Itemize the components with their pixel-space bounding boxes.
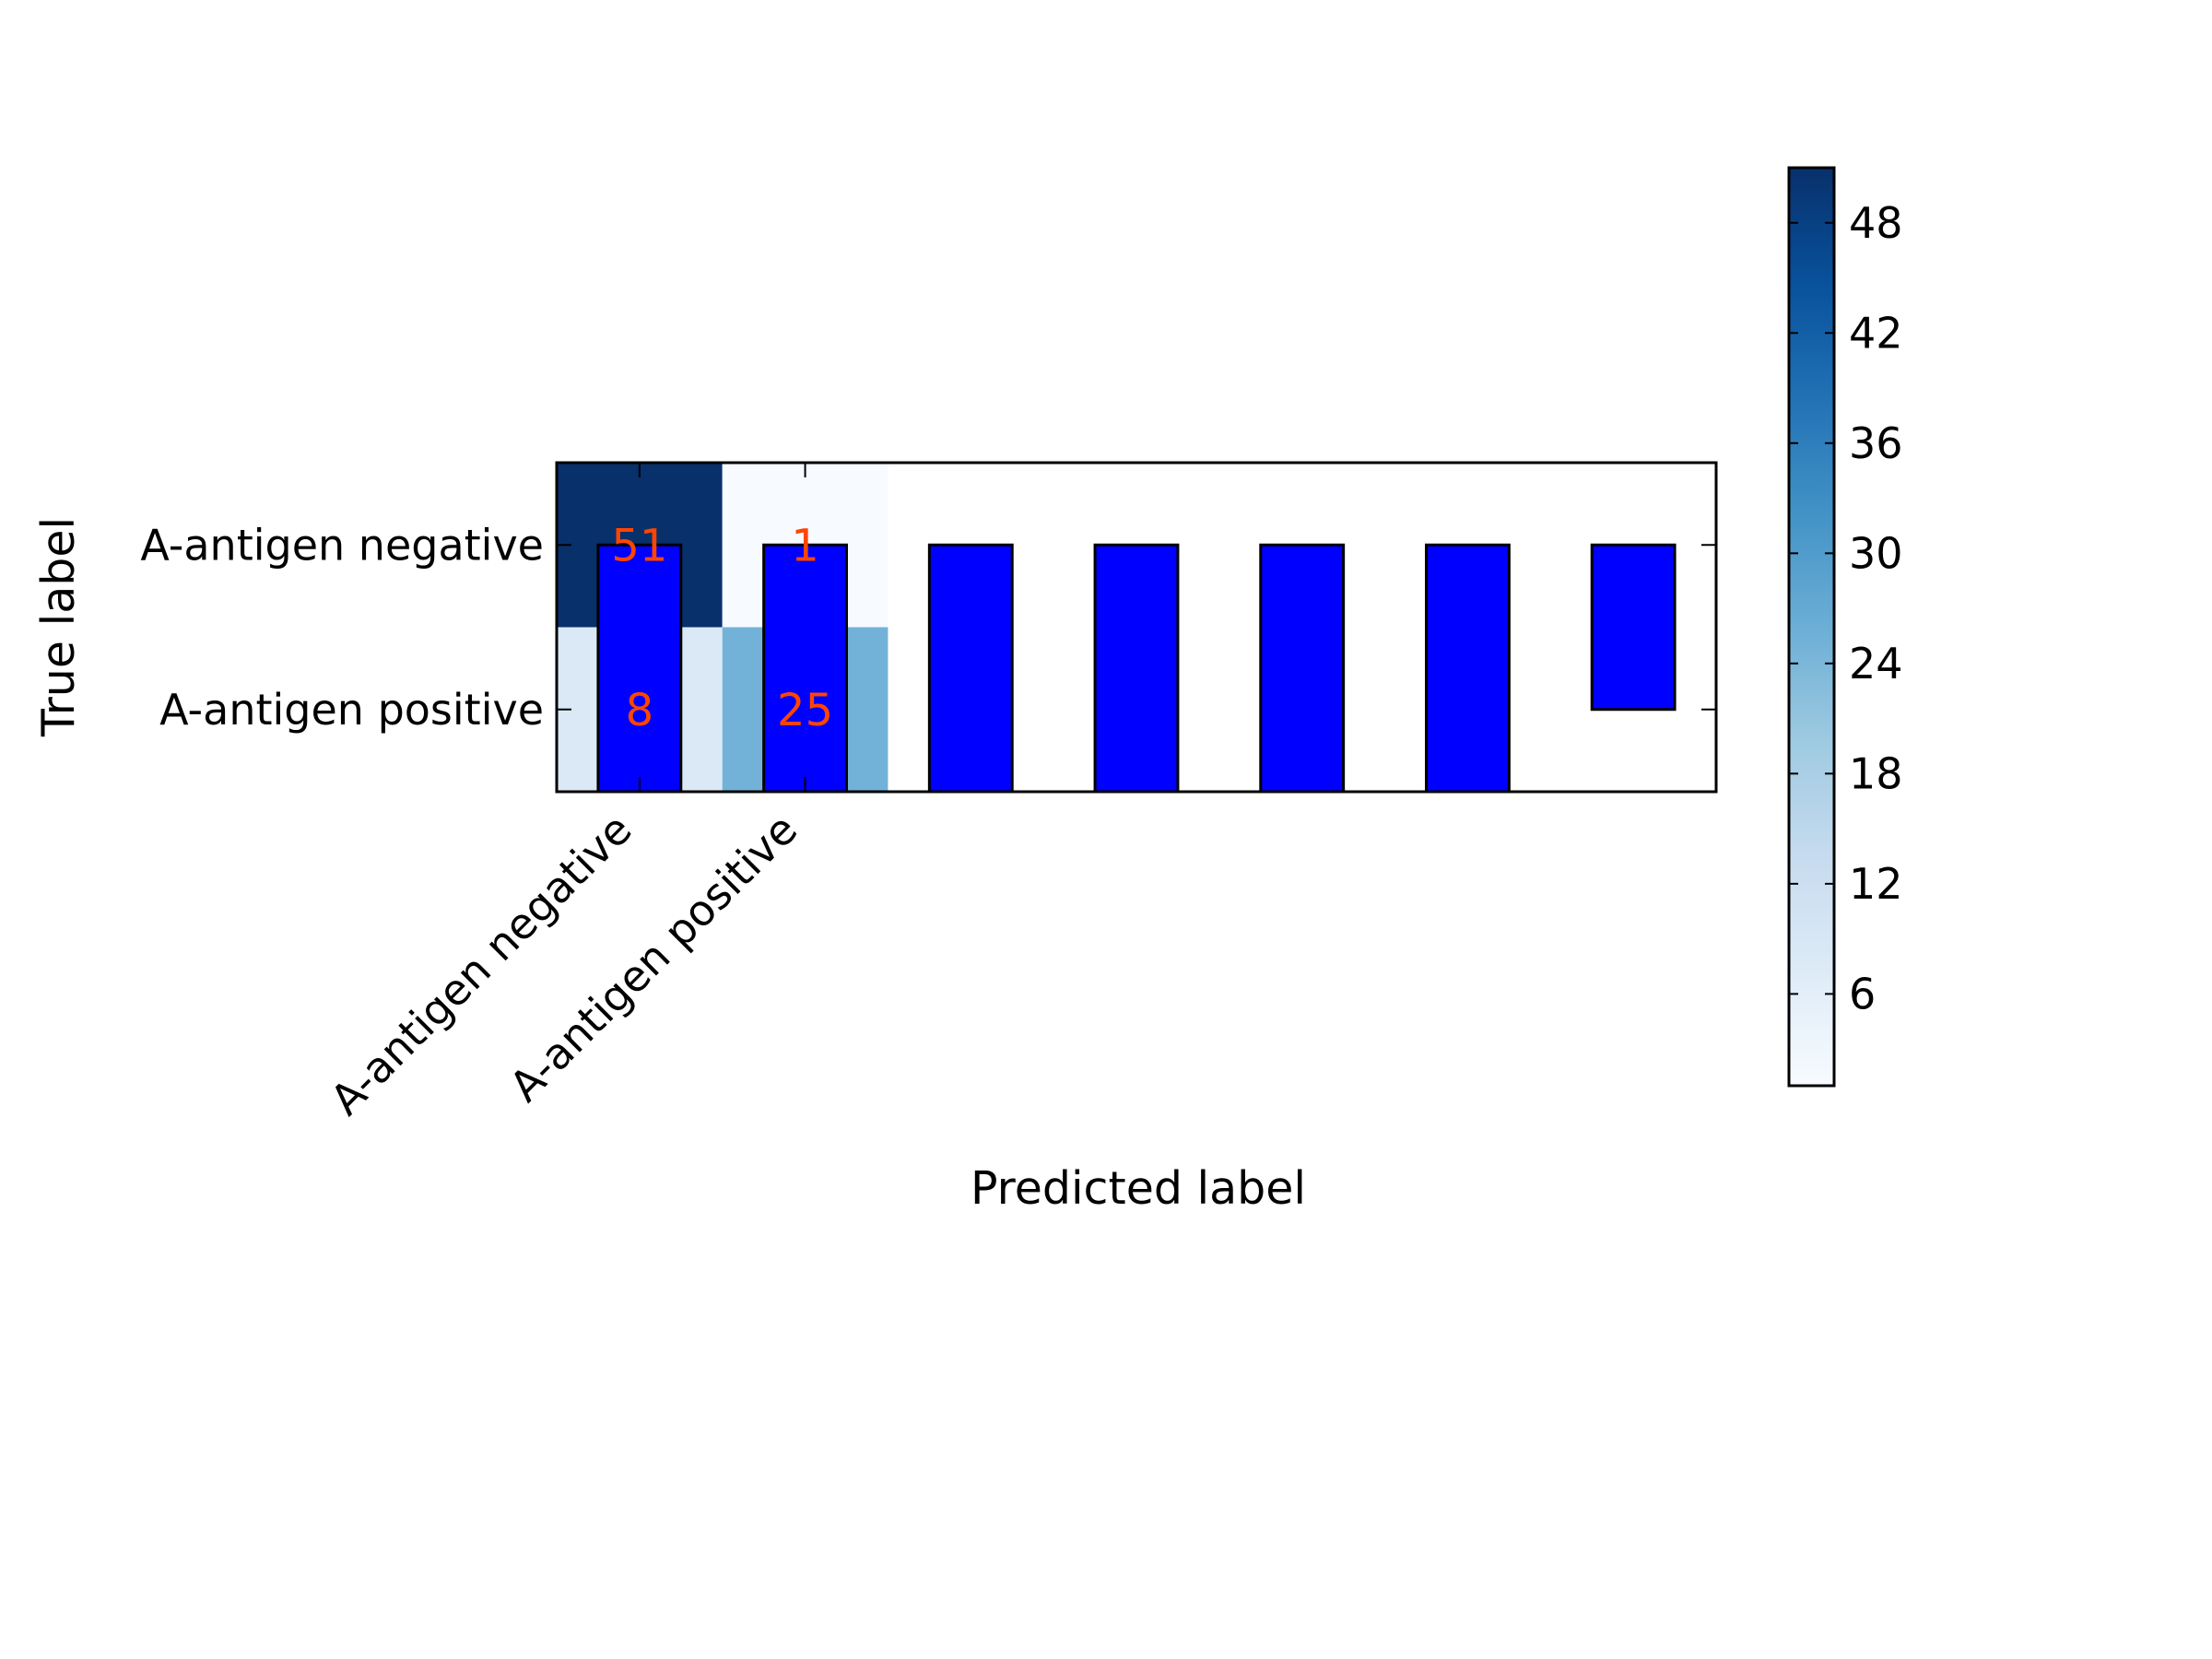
y-tick-label: A-antigen positive	[159, 685, 544, 735]
colorbar-ticks: 6 12 18 24 30 36 42 48	[1789, 198, 1903, 1018]
y-tick-label: A-antigen negative	[140, 520, 544, 570]
colorbar-tick-label: 12	[1849, 859, 1903, 909]
colorbar-tick-label: 30	[1849, 528, 1903, 578]
cell-value-label: 51	[611, 520, 667, 571]
cell-value-label: 8	[626, 685, 654, 736]
cell-value-label: 25	[777, 685, 833, 736]
overlay-bar	[1259, 543, 1346, 792]
colorbar-tick-label: 24	[1849, 639, 1903, 688]
overlay-bar	[762, 543, 849, 792]
cell-value-labels: 51 1 8 25	[611, 520, 833, 736]
overlay-bar	[1425, 543, 1511, 792]
axis-ticks	[557, 463, 1716, 792]
y-tick-labels: A-antigen negative A-antigen positive	[140, 520, 544, 735]
colorbar-tick-label: 42	[1849, 308, 1903, 358]
colorbar-tick-label: 18	[1849, 748, 1903, 798]
colorbar-gradient	[1789, 168, 1834, 1086]
overlay-bars	[596, 543, 1677, 792]
x-axis-title: Predicted label	[971, 1162, 1306, 1215]
plot-frame	[555, 461, 1718, 794]
overlay-bar	[1093, 543, 1180, 792]
colorbar-frame	[1787, 166, 1836, 1088]
colorbar-tick-label: 48	[1849, 198, 1903, 248]
overlay-bar	[1590, 543, 1677, 712]
cell-value-label: 1	[791, 520, 819, 571]
colorbar-tick-label: 36	[1849, 418, 1903, 468]
colorbar-tick-label: 6	[1849, 969, 1876, 1018]
overlay-bar	[927, 543, 1014, 792]
y-axis-title: True label	[32, 517, 85, 737]
x-tick-label: A-antigen negative	[321, 805, 641, 1125]
overlay-bar	[596, 543, 683, 792]
x-tick-label: A-antigen positive	[500, 805, 806, 1112]
